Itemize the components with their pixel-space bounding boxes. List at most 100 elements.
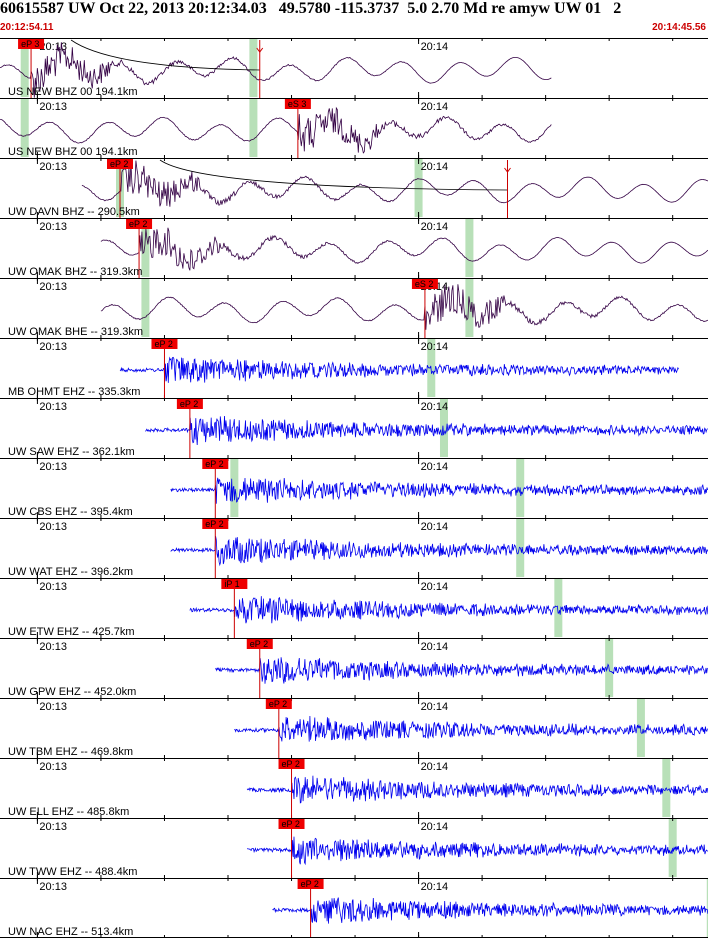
minute-label: 20:14 bbox=[421, 341, 449, 353]
coda-band bbox=[230, 459, 239, 517]
minute-label: 20:13 bbox=[39, 521, 67, 533]
waveform bbox=[100, 284, 708, 330]
waveform bbox=[0, 42, 552, 98]
minute-label: 20:14 bbox=[421, 41, 449, 53]
trace-row: 20:13 20:14 eP 2 UW DAVN BHZ -- 290.5km bbox=[0, 158, 708, 218]
pick-flag bbox=[126, 219, 153, 229]
minute-label: 20:13 bbox=[39, 281, 67, 293]
station-label: UW OMAK BHE -- 319.3km bbox=[8, 326, 143, 338]
waveform bbox=[214, 657, 708, 684]
pick-label: eP 2 bbox=[154, 339, 172, 349]
pick-flag bbox=[297, 879, 324, 889]
minute-label: 20:14 bbox=[421, 101, 449, 113]
window-end-time: 20:14:45.56 bbox=[652, 22, 706, 33]
coda-band bbox=[636, 699, 645, 757]
coda-band bbox=[20, 99, 29, 157]
trace-row: 20:13 20:14 eP 2 UW GPW EHZ -- 452.0km bbox=[0, 638, 708, 698]
pick-flag bbox=[176, 399, 203, 409]
minute-label: 20:14 bbox=[421, 581, 449, 593]
trace-row: 20:13 20:14 eP 3 US NEW BHZ 00 194.1km bbox=[0, 38, 708, 98]
trace-row: 20:13 20:14 eP 2 UW WAT EHZ -- 396.2km bbox=[0, 518, 708, 578]
pick-label: eP 2 bbox=[129, 219, 147, 229]
coda-band bbox=[141, 219, 150, 277]
pick-label: eP 2 bbox=[301, 879, 319, 889]
pick-flag bbox=[246, 639, 273, 649]
station-label: UW DAVN BHZ -- 290.5km bbox=[8, 206, 140, 218]
pick-flag bbox=[221, 579, 248, 589]
trace-row: 20:13 20:14 eP 2 UW NAC EHZ -- 513.4km bbox=[0, 878, 708, 938]
pick-label: eP 2 bbox=[205, 519, 223, 529]
waveform bbox=[100, 227, 708, 271]
coda-band bbox=[706, 879, 708, 937]
station-label: UW ELL EHZ -- 485.8km bbox=[8, 806, 129, 818]
waveform bbox=[145, 415, 708, 446]
trace-row: 20:13 20:14 iP 1 UW ETW EHZ -- 425.7km bbox=[0, 578, 708, 638]
theoretical-curve bbox=[159, 159, 508, 191]
waveform bbox=[119, 356, 679, 383]
pick-label: eP 2 bbox=[269, 699, 287, 709]
pick-flag bbox=[202, 519, 229, 529]
header: 60615587 UW Oct 22, 2013 20:12:34.03 49.… bbox=[0, 0, 708, 38]
pick-flag bbox=[151, 339, 178, 349]
waveform bbox=[246, 775, 708, 804]
pick-label: iP 1 bbox=[224, 579, 239, 589]
pick-flag bbox=[284, 99, 311, 109]
minute-label: 20:13 bbox=[39, 701, 67, 713]
pick-flag bbox=[278, 759, 305, 769]
pick-label: eS 3 bbox=[288, 99, 307, 109]
minute-label: 20:13 bbox=[39, 161, 67, 173]
pick-flag bbox=[202, 459, 229, 469]
waveform bbox=[170, 477, 708, 504]
minute-label: 20:14 bbox=[421, 821, 449, 833]
minute-label: 20:14 bbox=[421, 461, 449, 473]
station-label: UW WAT EHZ -- 396.2km bbox=[8, 566, 133, 578]
station-label: UW SAW EHZ -- 362.1km bbox=[8, 446, 135, 458]
trace-row: 20:13 20:14 eS 3 US NEW BHZ 00 194.1km bbox=[0, 98, 708, 158]
station-label: UW ETW EHZ -- 425.7km bbox=[8, 626, 135, 638]
coda-band bbox=[465, 219, 474, 277]
event-title: 60615587 UW Oct 22, 2013 20:12:34.03 49.… bbox=[0, 0, 622, 17]
minute-label: 20:14 bbox=[421, 221, 449, 233]
coda-band bbox=[414, 159, 423, 217]
minute-label: 20:13 bbox=[39, 401, 67, 413]
minute-label: 20:13 bbox=[39, 101, 67, 113]
pick-label: eP 3 bbox=[21, 39, 39, 49]
pick-label: eP 2 bbox=[250, 639, 268, 649]
minute-label: 20:14 bbox=[421, 641, 449, 653]
minute-label: 20:13 bbox=[39, 221, 67, 233]
coda-band bbox=[554, 579, 563, 637]
station-label: UW TWW EHZ -- 488.4km bbox=[8, 866, 137, 878]
pick-flag bbox=[278, 819, 305, 829]
pick-flag bbox=[107, 159, 134, 169]
station-label: UW TBM EHZ -- 469.8km bbox=[8, 746, 133, 758]
pick-arrow bbox=[256, 47, 264, 53]
station-label: UW CBS EHZ -- 395.4km bbox=[8, 506, 133, 518]
coda-band bbox=[249, 39, 258, 97]
minute-label: 20:13 bbox=[39, 641, 67, 653]
minute-label: 20:13 bbox=[39, 821, 67, 833]
minute-label: 20:14 bbox=[421, 701, 449, 713]
waveform bbox=[246, 836, 708, 866]
waveform bbox=[0, 106, 552, 154]
pick-flag bbox=[18, 39, 45, 49]
trace-row: 20:13 20:14 eP 2 UW TWW EHZ -- 488.4km bbox=[0, 818, 708, 878]
theoretical-curve bbox=[70, 39, 260, 71]
waveform bbox=[272, 897, 708, 924]
waveform bbox=[234, 715, 708, 742]
minute-label: 20:14 bbox=[421, 161, 449, 173]
trace-row: 20:13 20:14 eP 2 UW CBS EHZ -- 395.4km bbox=[0, 458, 708, 518]
trace-row: 20:13 20:14 eP 2 UW SAW EHZ -- 362.1km bbox=[0, 398, 708, 458]
minute-label: 20:14 bbox=[421, 761, 449, 773]
minute-label: 20:13 bbox=[39, 41, 67, 53]
pick-label: eP 2 bbox=[282, 759, 300, 769]
trace-row: 20:13 20:14 eP 2 UW TBM EHZ -- 469.8km bbox=[0, 698, 708, 758]
pick-label: eP 2 bbox=[110, 159, 128, 169]
coda-band bbox=[20, 39, 29, 97]
minute-label: 20:13 bbox=[39, 761, 67, 773]
pick-label: eP 2 bbox=[205, 459, 223, 469]
trace-row: 20:13 20:14 eP 2 MB OHMT EHZ -- 335.3km bbox=[0, 338, 708, 398]
pick-arrow bbox=[504, 167, 511, 173]
station-label: UW NAC EHZ -- 513.4km bbox=[8, 926, 133, 938]
pick-label: eP 2 bbox=[282, 819, 300, 829]
